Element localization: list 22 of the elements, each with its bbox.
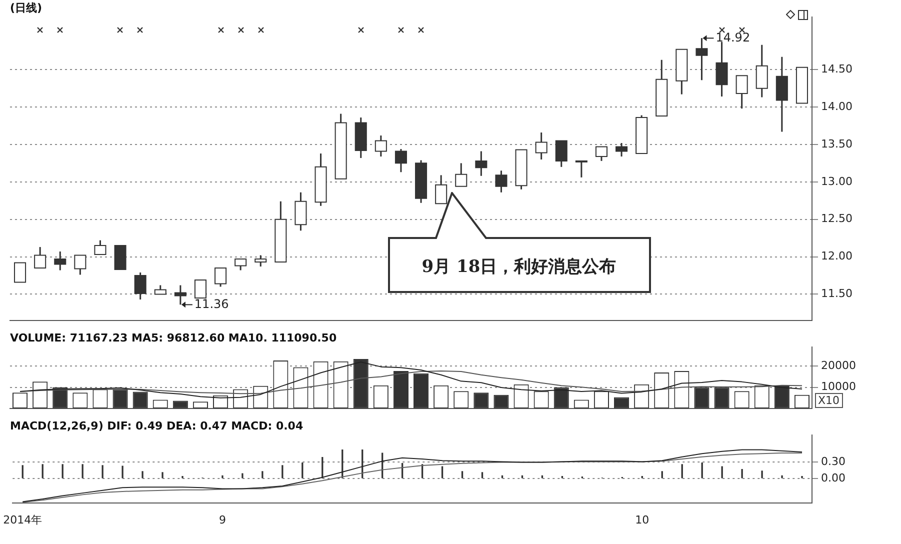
y-tick-label: 0.00: [821, 471, 846, 484]
y-tick-label: 0.30: [821, 455, 846, 468]
y-tick-label: 13.50: [821, 137, 852, 150]
y-tick-label: 13.00: [821, 174, 852, 188]
chart-title: (日线): [10, 1, 42, 14]
y-tick-label: 12.00: [821, 250, 852, 263]
y-tick-label: 11.50: [821, 287, 852, 300]
annotation: 11.36: [194, 296, 229, 311]
annotation: 14.92: [716, 30, 750, 44]
x-tick-label: 10: [635, 513, 650, 526]
y-tick-label: 20000: [821, 359, 856, 372]
y-tick-label: 14.00: [821, 100, 852, 113]
chart-title: MACD(12,26,9) DIF: 0.49 DEA: 0.47 MACD: 0.04: [10, 419, 304, 432]
y-tick-label: 12.50: [821, 212, 852, 226]
x-tick-label: 2014年: [3, 513, 42, 526]
annotation: 9月 18日，利好消息公布: [422, 257, 616, 277]
speech-bubble: 9月 18日，利好消息公布: [388, 192, 652, 294]
y-tick-label: 10000: [821, 380, 856, 394]
text: X10: [815, 393, 843, 408]
chart-title: VOLUME: 71167.23 MA5: 96812.60 MA10. 111090.50: [10, 331, 337, 344]
x-tick-label: 9: [218, 513, 226, 526]
y-tick-label: 14.50: [821, 62, 852, 76]
